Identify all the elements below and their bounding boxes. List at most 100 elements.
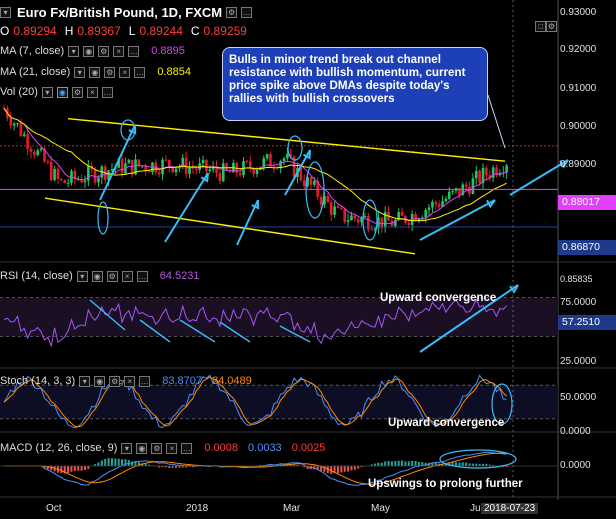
stoch-more-icon[interactable]: … bbox=[139, 375, 151, 387]
macd-histogram-bar bbox=[286, 464, 289, 466]
open-value: 0.89294 bbox=[13, 24, 57, 38]
macd-histogram-bar bbox=[394, 461, 397, 466]
ma7-settings-icon[interactable]: ⚙ bbox=[98, 45, 110, 57]
ma21-dropdown-icon[interactable]: ▾ bbox=[74, 66, 86, 78]
macd-more-icon[interactable]: … bbox=[181, 442, 193, 454]
more-icon[interactable]: … bbox=[241, 7, 253, 18]
macd-histogram-bar bbox=[370, 464, 373, 466]
candle-body bbox=[437, 204, 441, 207]
macd-histogram-bar bbox=[482, 463, 485, 466]
stoch-dropdown-icon[interactable]: ▾ bbox=[79, 375, 91, 387]
candle-body bbox=[63, 180, 67, 184]
rsi-dropdown-icon[interactable]: ▾ bbox=[76, 270, 88, 282]
vol-dropdown-icon[interactable]: ▾ bbox=[41, 86, 53, 98]
macd-histogram-bar bbox=[70, 466, 73, 472]
macd-histogram-bar bbox=[185, 466, 188, 468]
candle-body bbox=[174, 168, 178, 173]
macd-histogram-bar bbox=[387, 460, 390, 466]
macd-histogram-bar bbox=[478, 463, 481, 466]
trend-arrow bbox=[236, 199, 259, 246]
ma7-value: 0.8895 bbox=[151, 45, 185, 57]
rsi-more-icon[interactable]: … bbox=[136, 270, 148, 282]
stoch-label: Stoch (14, 3, 3) bbox=[0, 375, 76, 387]
candle-body bbox=[444, 198, 448, 202]
macd-histogram-bar bbox=[158, 466, 161, 468]
stoch-settings-icon[interactable]: ⚙ bbox=[109, 375, 121, 387]
macd-label: MACD (12, 26, close, 9) bbox=[0, 442, 118, 454]
candle-body bbox=[107, 170, 110, 180]
ma21-settings-icon[interactable]: ⚙ bbox=[104, 66, 116, 78]
rsi-eye-icon[interactable]: ◉ bbox=[91, 270, 103, 282]
macd-histogram-bar bbox=[458, 462, 461, 466]
ma7-eye-icon[interactable]: ◉ bbox=[83, 45, 95, 57]
candle-body bbox=[137, 159, 141, 166]
macd-settings-icon[interactable]: ⚙ bbox=[151, 442, 163, 454]
candle-body bbox=[282, 158, 286, 162]
candle-body bbox=[434, 201, 438, 205]
macd-histogram-bar bbox=[360, 466, 363, 468]
candle-body bbox=[205, 159, 208, 172]
ma21-close-icon[interactable]: × bbox=[119, 66, 131, 78]
vol-eye-icon[interactable]: ◉ bbox=[56, 86, 68, 98]
settings-icon[interactable]: ⚙ bbox=[226, 7, 238, 18]
trend-arrow bbox=[419, 199, 496, 241]
candle-body bbox=[87, 165, 90, 181]
price-tick: 0.92000 bbox=[560, 44, 597, 55]
rsi-settings-icon[interactable]: ⚙ bbox=[106, 270, 118, 282]
macd-histogram-bar bbox=[134, 461, 137, 466]
macd-histogram-bar bbox=[353, 466, 356, 470]
price-tick: 0.85835 bbox=[560, 274, 593, 284]
maximize-icon[interactable]: □ bbox=[535, 21, 546, 32]
ma21-eye-icon[interactable]: ◉ bbox=[89, 66, 101, 78]
candle-body bbox=[218, 172, 222, 182]
price-tick: 0.93000 bbox=[560, 7, 597, 18]
stoch-d-line bbox=[3, 376, 507, 428]
candle-body bbox=[120, 159, 124, 174]
candle-body bbox=[481, 167, 485, 184]
candle-body bbox=[171, 166, 174, 173]
price-tick: 0.90000 bbox=[560, 121, 597, 132]
candle-body bbox=[252, 168, 255, 175]
pane-settings-icon[interactable]: ⚙ bbox=[546, 21, 557, 32]
ma21-line bbox=[3, 108, 507, 222]
highlight-ellipse bbox=[287, 135, 303, 161]
ma21-more-icon[interactable]: … bbox=[134, 66, 146, 78]
vol-settings-icon[interactable]: ⚙ bbox=[71, 86, 83, 98]
stoch-close-icon[interactable]: × bbox=[124, 375, 136, 387]
vol-more-icon[interactable]: … bbox=[101, 86, 113, 98]
macd-dropdown-icon[interactable]: ▾ bbox=[121, 442, 133, 454]
macd-histogram-bar bbox=[434, 462, 437, 466]
macd-eye-icon[interactable]: ◉ bbox=[136, 442, 148, 454]
macd-close-icon[interactable]: × bbox=[166, 442, 178, 454]
candle-body bbox=[208, 169, 212, 172]
candle-body bbox=[306, 177, 309, 187]
macd-histogram-bar bbox=[43, 466, 46, 468]
rsi-tick: 25.0000 bbox=[560, 356, 597, 367]
candle-body bbox=[80, 179, 83, 183]
candle-body bbox=[417, 218, 421, 222]
macd-histogram-bar bbox=[417, 462, 420, 466]
macd-histogram-bar bbox=[269, 463, 272, 466]
candle-body bbox=[336, 206, 340, 208]
macd-histogram-bar bbox=[441, 463, 444, 466]
ma7-more-icon[interactable]: … bbox=[128, 45, 140, 57]
candle-body bbox=[346, 220, 350, 222]
rsi-trend-arrow bbox=[89, 299, 126, 331]
candle-body bbox=[70, 171, 73, 183]
candle-body bbox=[262, 158, 266, 168]
ma7-dropdown-icon[interactable]: ▾ bbox=[68, 45, 80, 57]
stoch-eye-icon[interactable]: ◉ bbox=[94, 375, 106, 387]
candle-body bbox=[221, 163, 225, 182]
macd-histogram-bar bbox=[181, 466, 184, 468]
collapse-icon[interactable]: ▾ bbox=[0, 7, 11, 18]
vol-close-icon[interactable]: × bbox=[86, 86, 98, 98]
candle-body bbox=[93, 169, 97, 183]
candle-body bbox=[289, 154, 293, 157]
candle-body bbox=[350, 215, 353, 221]
ma7-close-icon[interactable]: × bbox=[113, 45, 125, 57]
macd-note: Upswings to prolong further bbox=[368, 478, 523, 490]
x-tick: Mar bbox=[283, 503, 301, 514]
macd-header: MACD (12, 26, close, 9) ▾ ◉ ⚙ × … 0.0008… bbox=[0, 442, 325, 454]
rsi-close-icon[interactable]: × bbox=[121, 270, 133, 282]
candle-body bbox=[485, 167, 488, 176]
